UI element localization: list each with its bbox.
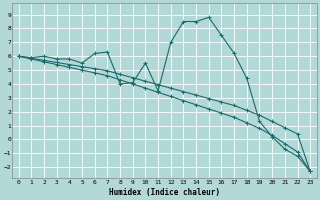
X-axis label: Humidex (Indice chaleur): Humidex (Indice chaleur) [109, 188, 220, 197]
